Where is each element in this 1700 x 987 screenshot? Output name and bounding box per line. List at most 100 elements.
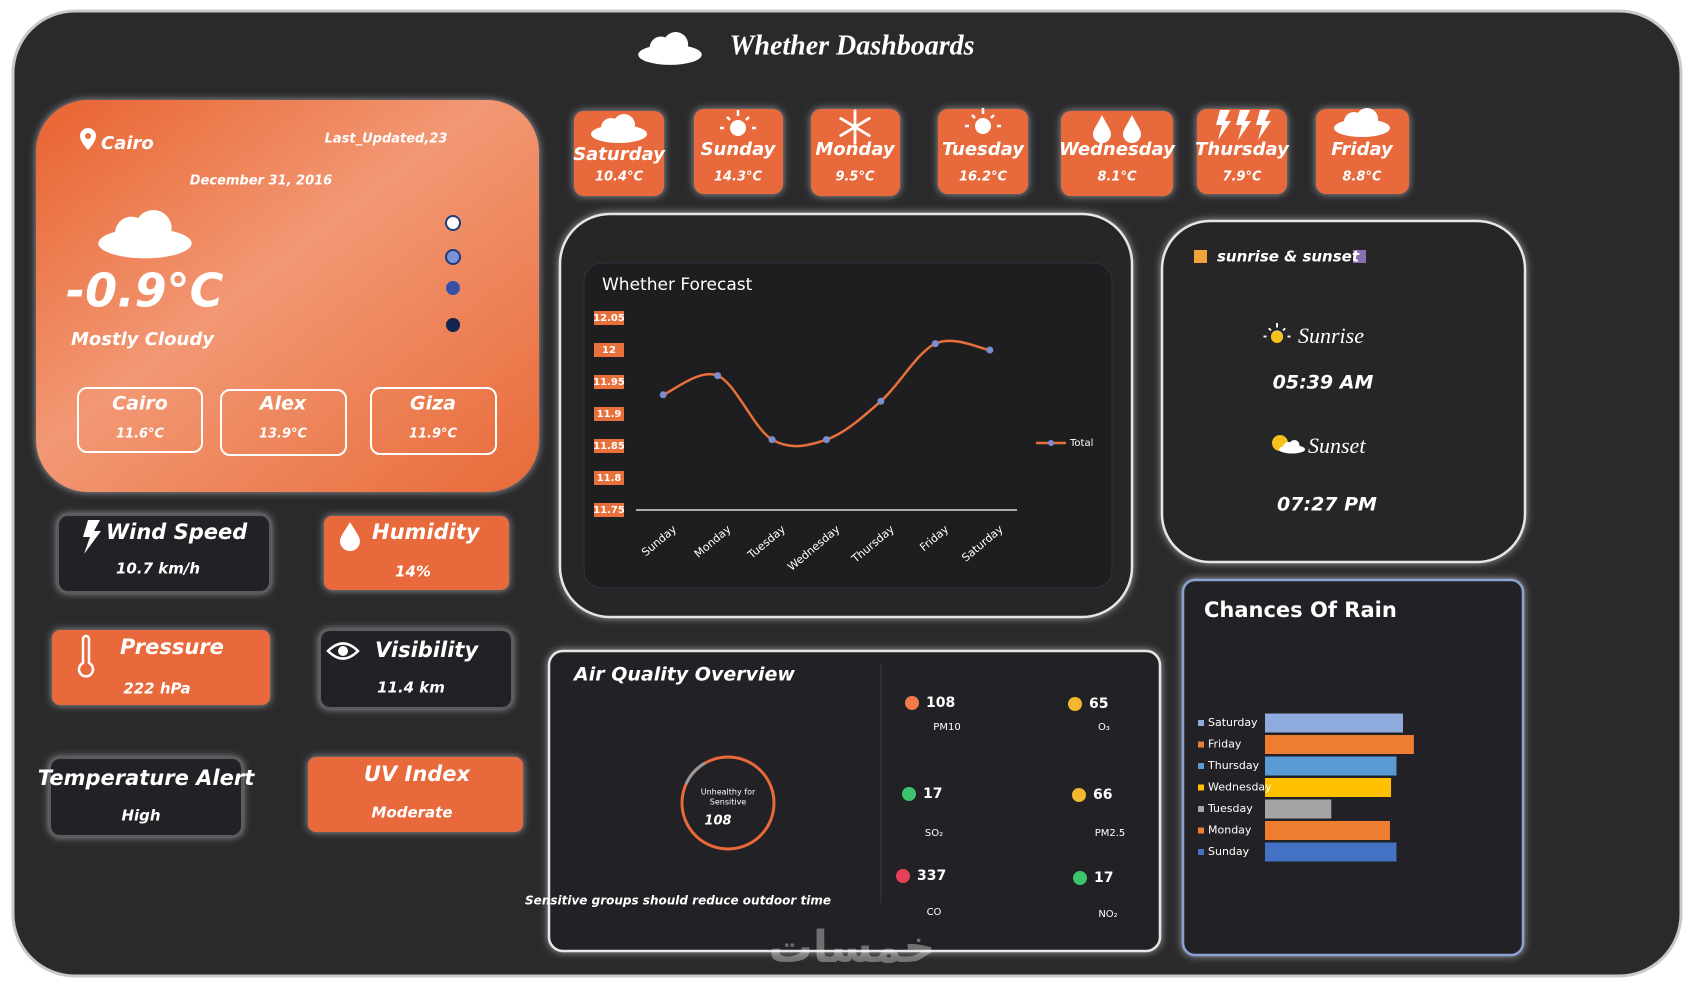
metric-card (49, 757, 243, 837)
y-tick-label: 11.75 (593, 505, 625, 516)
forecast-day: Wednesday (1059, 139, 1176, 160)
y-tick-label: 11.8 (597, 473, 622, 484)
bar (1265, 799, 1332, 819)
bar (1265, 713, 1404, 733)
forecast-day: Friday (1331, 139, 1394, 160)
pollutant-value: 17 (923, 786, 942, 802)
watermark: خمسات (769, 922, 936, 973)
forecast-tile[interactable] (1061, 111, 1173, 196)
metric-label: Pressure (120, 635, 224, 659)
sunrise-time: 05:39 AM (1273, 372, 1374, 394)
city-box[interactable] (370, 387, 497, 455)
forecast-temp: 10.4°C (595, 170, 644, 185)
sun-title: sunrise & sunset (1217, 248, 1360, 266)
y-tick-label: 11.95 (593, 377, 625, 388)
y-tick-label: 12.05 (593, 313, 625, 324)
legend-swatch (1198, 784, 1204, 791)
bar (1265, 842, 1397, 862)
aqi-gauge-gap (684, 761, 706, 785)
last-updated: Last_Updated,23 (325, 132, 448, 147)
sun-panel (1160, 219, 1527, 564)
point (986, 346, 994, 354)
y-tick-label-bg (594, 311, 624, 325)
legend-swatch (1198, 849, 1204, 855)
aq-note: Sensitive groups should reduce outdoor t… (525, 894, 831, 908)
point (823, 436, 830, 444)
pollutant-value: 108 (926, 695, 955, 711)
point (714, 372, 722, 380)
sunset-time: 07:27 PM (1277, 494, 1377, 516)
y-tick-label-bg (594, 407, 624, 421)
aqi-value: 108 (704, 814, 731, 829)
sunrise-emoji (1194, 250, 1207, 263)
y-tick-label-bg (594, 375, 624, 389)
y-tick-label-bg (594, 471, 624, 485)
metric-label: Visibility (375, 638, 479, 662)
forecast-temp: 8.8°C (1342, 170, 1382, 185)
y-tick-label: 11.85 (593, 441, 625, 452)
current-card (36, 100, 539, 492)
metric-label: Temperature Alert (38, 766, 255, 790)
city: Cairo (101, 133, 154, 154)
category-label: Tuesday (1207, 802, 1253, 815)
legend-swatch (1198, 763, 1204, 769)
title: Whether Dashboards (729, 30, 974, 61)
pollutant-dot (905, 696, 919, 710)
city-temp: 13.9°C (259, 427, 308, 442)
metric-label: UV Index (364, 762, 472, 786)
city-box[interactable] (220, 389, 347, 456)
city-box[interactable] (77, 387, 203, 453)
pollutant-dot (896, 869, 910, 883)
sunset-emoji (1353, 250, 1366, 263)
dot[interactable] (445, 249, 461, 265)
point (659, 391, 667, 399)
y-tick-label-bg (594, 439, 624, 453)
pollutant-label: CO (927, 907, 942, 918)
chart-title: Whether Forecast (602, 275, 753, 295)
point (877, 397, 885, 405)
legend-label: Total (1069, 438, 1093, 449)
forecast-day: Sunday (701, 139, 777, 160)
dot[interactable] (446, 318, 460, 332)
aqi-label: Sensitive (710, 798, 747, 807)
city-boxes (77, 387, 497, 456)
sunrise-icon-core (1271, 331, 1283, 343)
forecast-temp: 14.3°C (714, 170, 763, 185)
metric-card (319, 629, 513, 709)
pollutant-value: 17 (1094, 870, 1113, 886)
location-icon-dot (85, 133, 91, 139)
pollutant-label: O₃ (1098, 722, 1110, 733)
metric-card (308, 757, 523, 832)
aqi-gauge (680, 755, 776, 851)
legend-swatch (1198, 741, 1204, 748)
metric-value: 10.7 km/h (116, 560, 200, 578)
forecast-day: Thursday (1195, 139, 1290, 160)
legend-swatch-dot (1048, 440, 1054, 446)
dot[interactable] (445, 215, 461, 231)
forecast-tile[interactable] (938, 109, 1028, 194)
forecast-tile[interactable] (811, 109, 900, 196)
pollutant-label: NO₂ (1098, 909, 1117, 920)
forecast-temp: 16.2°C (959, 170, 1008, 185)
forecast-tile[interactable] (694, 109, 783, 194)
city-name: Giza (410, 393, 456, 415)
category-label: Thursday (1207, 759, 1260, 772)
metric-card (52, 630, 270, 705)
point (768, 436, 776, 444)
dot[interactable] (446, 281, 460, 295)
bar (1265, 778, 1392, 797)
pollutant-dot (902, 787, 916, 801)
pollutant-dot (1073, 871, 1087, 885)
y-tick-label-bg (594, 343, 624, 357)
city-name: Cairo (112, 393, 168, 415)
date: December 31, 2016 (190, 174, 332, 189)
aq-title: Air Quality Overview (572, 664, 795, 686)
city-temp: 11.6°C (116, 427, 165, 442)
forecast-temp: 8.1°C (1097, 170, 1137, 185)
metric-value: 11.4 km (377, 679, 445, 697)
wind-icon (83, 520, 101, 554)
pollutant-label: PM2.5 (1095, 828, 1126, 839)
